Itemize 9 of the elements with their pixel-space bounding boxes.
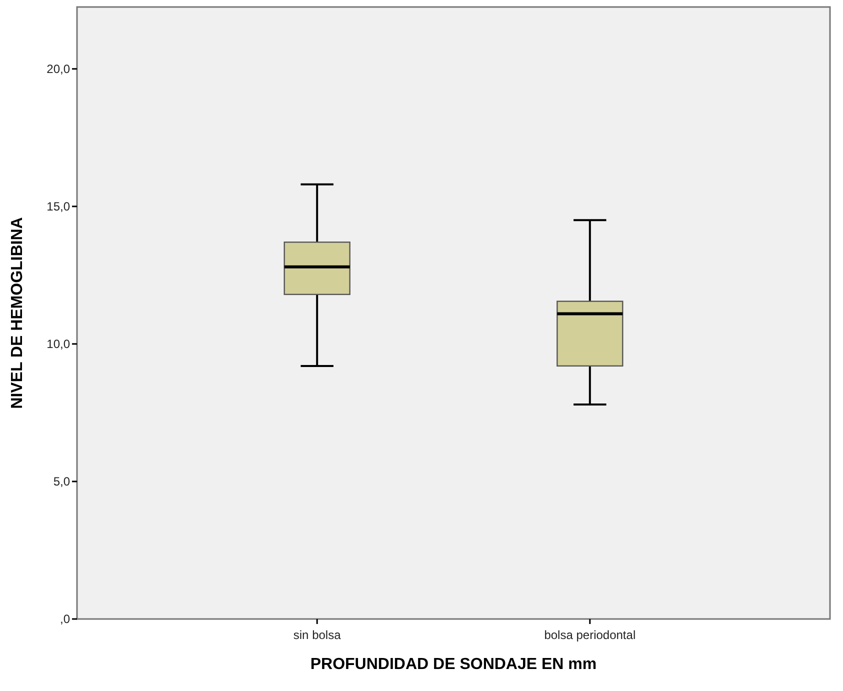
y-tick-label: 5,0 <box>53 474 70 489</box>
x-tick-label: sin bolsa <box>293 628 342 642</box>
x-tick-label: bolsa periodontal <box>544 628 636 642</box>
y-axis-title: NIVEL DE HEMOGLIBINA <box>9 216 26 409</box>
y-tick-label: 15,0 <box>46 200 70 214</box>
y-tick-label: ,0 <box>60 612 70 626</box>
y-tick-label: 20,0 <box>46 62 70 76</box>
y-tick-label: 10,0 <box>46 337 70 352</box>
x-axis-title: PROFUNDIDAD DE SONDAJE EN mm <box>310 656 597 673</box>
